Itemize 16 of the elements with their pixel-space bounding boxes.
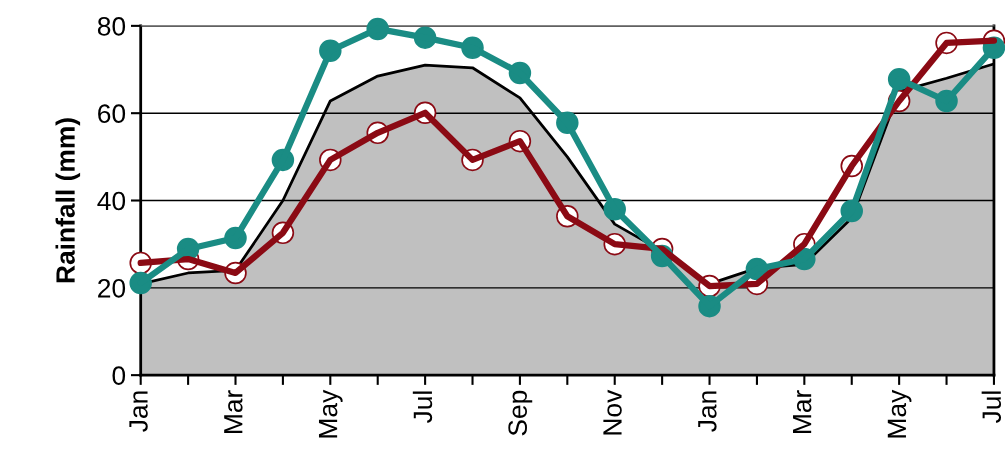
x-tick-label: Mar [224, 390, 243, 434]
x-tick-label: Jul [412, 391, 433, 424]
x-tick-label: Jan [129, 391, 148, 432]
x-tick-label: Mar [793, 390, 812, 434]
y-tick-label: 20 [98, 278, 126, 298]
y-tick-label: 40 [97, 191, 126, 211]
y-tick-label: 0 [112, 366, 126, 385]
y-tick-label: 60 [98, 104, 126, 124]
y-axis-title: Rainfall (mm) [55, 118, 81, 283]
x-tick-label: Nov [603, 389, 622, 435]
x-tick-label: Jan [698, 391, 717, 432]
x-tick-label: Jul [981, 391, 1002, 424]
x-tick-label: Sep [508, 390, 533, 436]
x-tick-label: May [887, 389, 912, 438]
x-tick-label: May [318, 389, 343, 438]
y-tick-label: 80 [97, 17, 126, 36]
